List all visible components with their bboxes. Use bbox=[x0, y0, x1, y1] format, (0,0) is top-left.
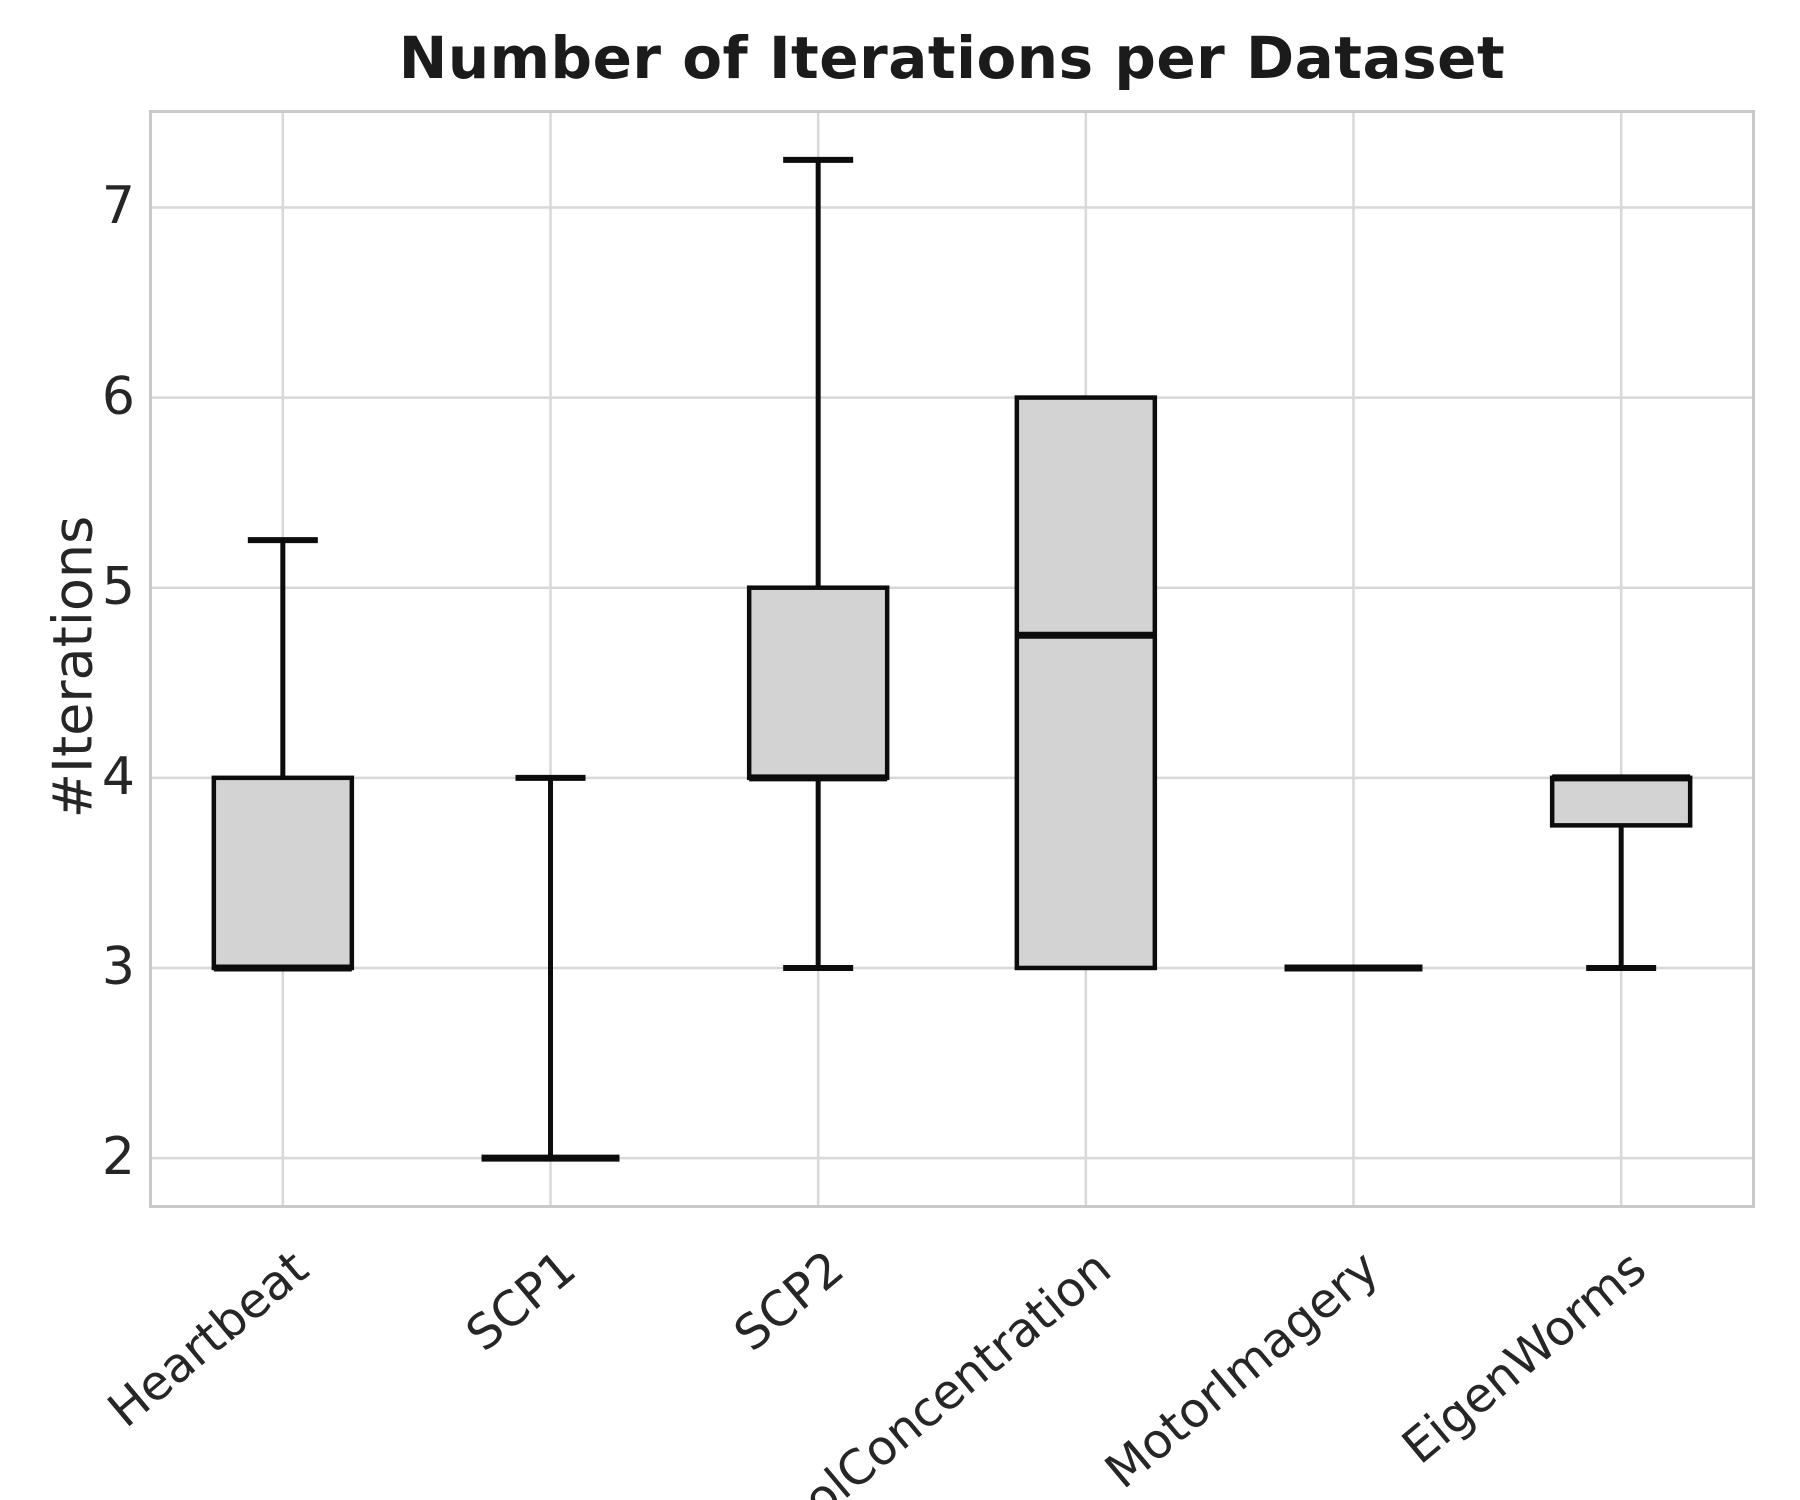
y-tick-label: 4 bbox=[101, 746, 135, 807]
y-tick-label: 5 bbox=[101, 556, 135, 617]
boxplot-EigenWorms bbox=[1549, 774, 1693, 971]
x-tick-label: MotorImagery bbox=[1095, 1240, 1390, 1500]
boxplot-canvas bbox=[149, 110, 1755, 1208]
boxplot-EthanolConcentration bbox=[1014, 395, 1158, 971]
y-tick-label: 7 bbox=[101, 176, 135, 237]
box-iqr bbox=[1549, 775, 1693, 828]
y-tick-label: 6 bbox=[101, 366, 135, 427]
axes-spines bbox=[149, 110, 1755, 1208]
box-iqr bbox=[746, 585, 890, 781]
box-iqr bbox=[1014, 395, 1158, 971]
y-tick-label: 3 bbox=[101, 936, 135, 997]
x-tick-label: SCP2 bbox=[723, 1240, 855, 1363]
x-tick-label: EthanolConcentration bbox=[686, 1240, 1122, 1500]
plot-area bbox=[149, 110, 1755, 1208]
box-iqr bbox=[211, 775, 355, 971]
boxplot-Heartbeat bbox=[211, 537, 355, 972]
x-tick-label: Heartbeat bbox=[97, 1240, 319, 1439]
boxplot-SCP1 bbox=[481, 774, 620, 1162]
y-tick-label: 2 bbox=[101, 1126, 135, 1187]
chart-title: Number of Iterations per Dataset bbox=[398, 24, 1506, 92]
x-tick-label: EigenWorms bbox=[1392, 1240, 1658, 1475]
x-tick-label: SCP1 bbox=[455, 1240, 587, 1363]
boxplot-SCP2 bbox=[746, 156, 890, 971]
